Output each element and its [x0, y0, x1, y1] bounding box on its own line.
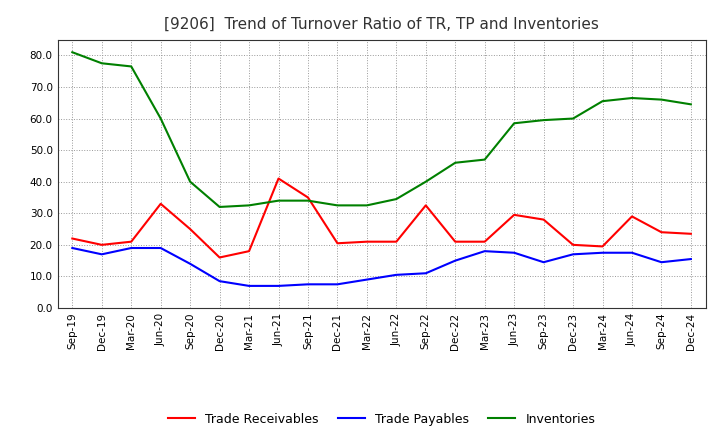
Trade Receivables — [687, 231, 696, 236]
Inventories — [215, 204, 224, 209]
Trade Receivables — [156, 201, 165, 206]
Trade Payables — [598, 250, 607, 255]
Trade Receivables — [186, 227, 194, 232]
Inventories — [245, 203, 253, 208]
Trade Payables — [687, 257, 696, 262]
Trade Payables — [539, 260, 548, 265]
Inventories — [68, 50, 76, 55]
Inventories — [539, 117, 548, 123]
Line: Trade Payables: Trade Payables — [72, 248, 691, 286]
Trade Receivables — [215, 255, 224, 260]
Trade Payables — [68, 246, 76, 251]
Trade Receivables — [657, 230, 666, 235]
Inventories — [598, 99, 607, 104]
Line: Inventories: Inventories — [72, 52, 691, 207]
Trade Payables — [510, 250, 518, 255]
Trade Receivables — [392, 239, 400, 244]
Trade Payables — [304, 282, 312, 287]
Trade Receivables — [245, 249, 253, 254]
Inventories — [274, 198, 283, 203]
Trade Receivables — [68, 236, 76, 241]
Inventories — [628, 95, 636, 101]
Trade Payables — [480, 249, 489, 254]
Inventories — [657, 97, 666, 102]
Trade Receivables — [598, 244, 607, 249]
Inventories — [333, 203, 342, 208]
Inventories — [392, 196, 400, 202]
Trade Receivables — [539, 217, 548, 222]
Trade Receivables — [274, 176, 283, 181]
Trade Payables — [392, 272, 400, 278]
Trade Receivables — [333, 241, 342, 246]
Inventories — [451, 160, 459, 165]
Inventories — [186, 179, 194, 184]
Trade Payables — [215, 279, 224, 284]
Inventories — [480, 157, 489, 162]
Inventories — [569, 116, 577, 121]
Trade Receivables — [421, 203, 430, 208]
Trade Payables — [451, 258, 459, 263]
Trade Payables — [156, 246, 165, 251]
Inventories — [97, 61, 106, 66]
Trade Payables — [421, 271, 430, 276]
Trade Receivables — [628, 214, 636, 219]
Trade Receivables — [97, 242, 106, 247]
Trade Receivables — [480, 239, 489, 244]
Inventories — [304, 198, 312, 203]
Trade Payables — [97, 252, 106, 257]
Trade Payables — [186, 261, 194, 267]
Inventories — [156, 116, 165, 121]
Trade Payables — [245, 283, 253, 289]
Inventories — [363, 203, 372, 208]
Inventories — [421, 179, 430, 184]
Line: Trade Receivables: Trade Receivables — [72, 179, 691, 257]
Inventories — [687, 102, 696, 107]
Trade Receivables — [451, 239, 459, 244]
Trade Payables — [363, 277, 372, 282]
Trade Payables — [274, 283, 283, 289]
Trade Payables — [628, 250, 636, 255]
Title: [9206]  Trend of Turnover Ratio of TR, TP and Inventories: [9206] Trend of Turnover Ratio of TR, TP… — [164, 16, 599, 32]
Trade Payables — [333, 282, 342, 287]
Legend: Trade Receivables, Trade Payables, Inventories: Trade Receivables, Trade Payables, Inven… — [163, 407, 600, 431]
Trade Receivables — [510, 212, 518, 217]
Trade Receivables — [304, 195, 312, 200]
Trade Payables — [657, 260, 666, 265]
Inventories — [127, 64, 135, 69]
Trade Receivables — [127, 239, 135, 244]
Trade Payables — [127, 246, 135, 251]
Trade Payables — [569, 252, 577, 257]
Trade Receivables — [569, 242, 577, 247]
Trade Receivables — [363, 239, 372, 244]
Inventories — [510, 121, 518, 126]
